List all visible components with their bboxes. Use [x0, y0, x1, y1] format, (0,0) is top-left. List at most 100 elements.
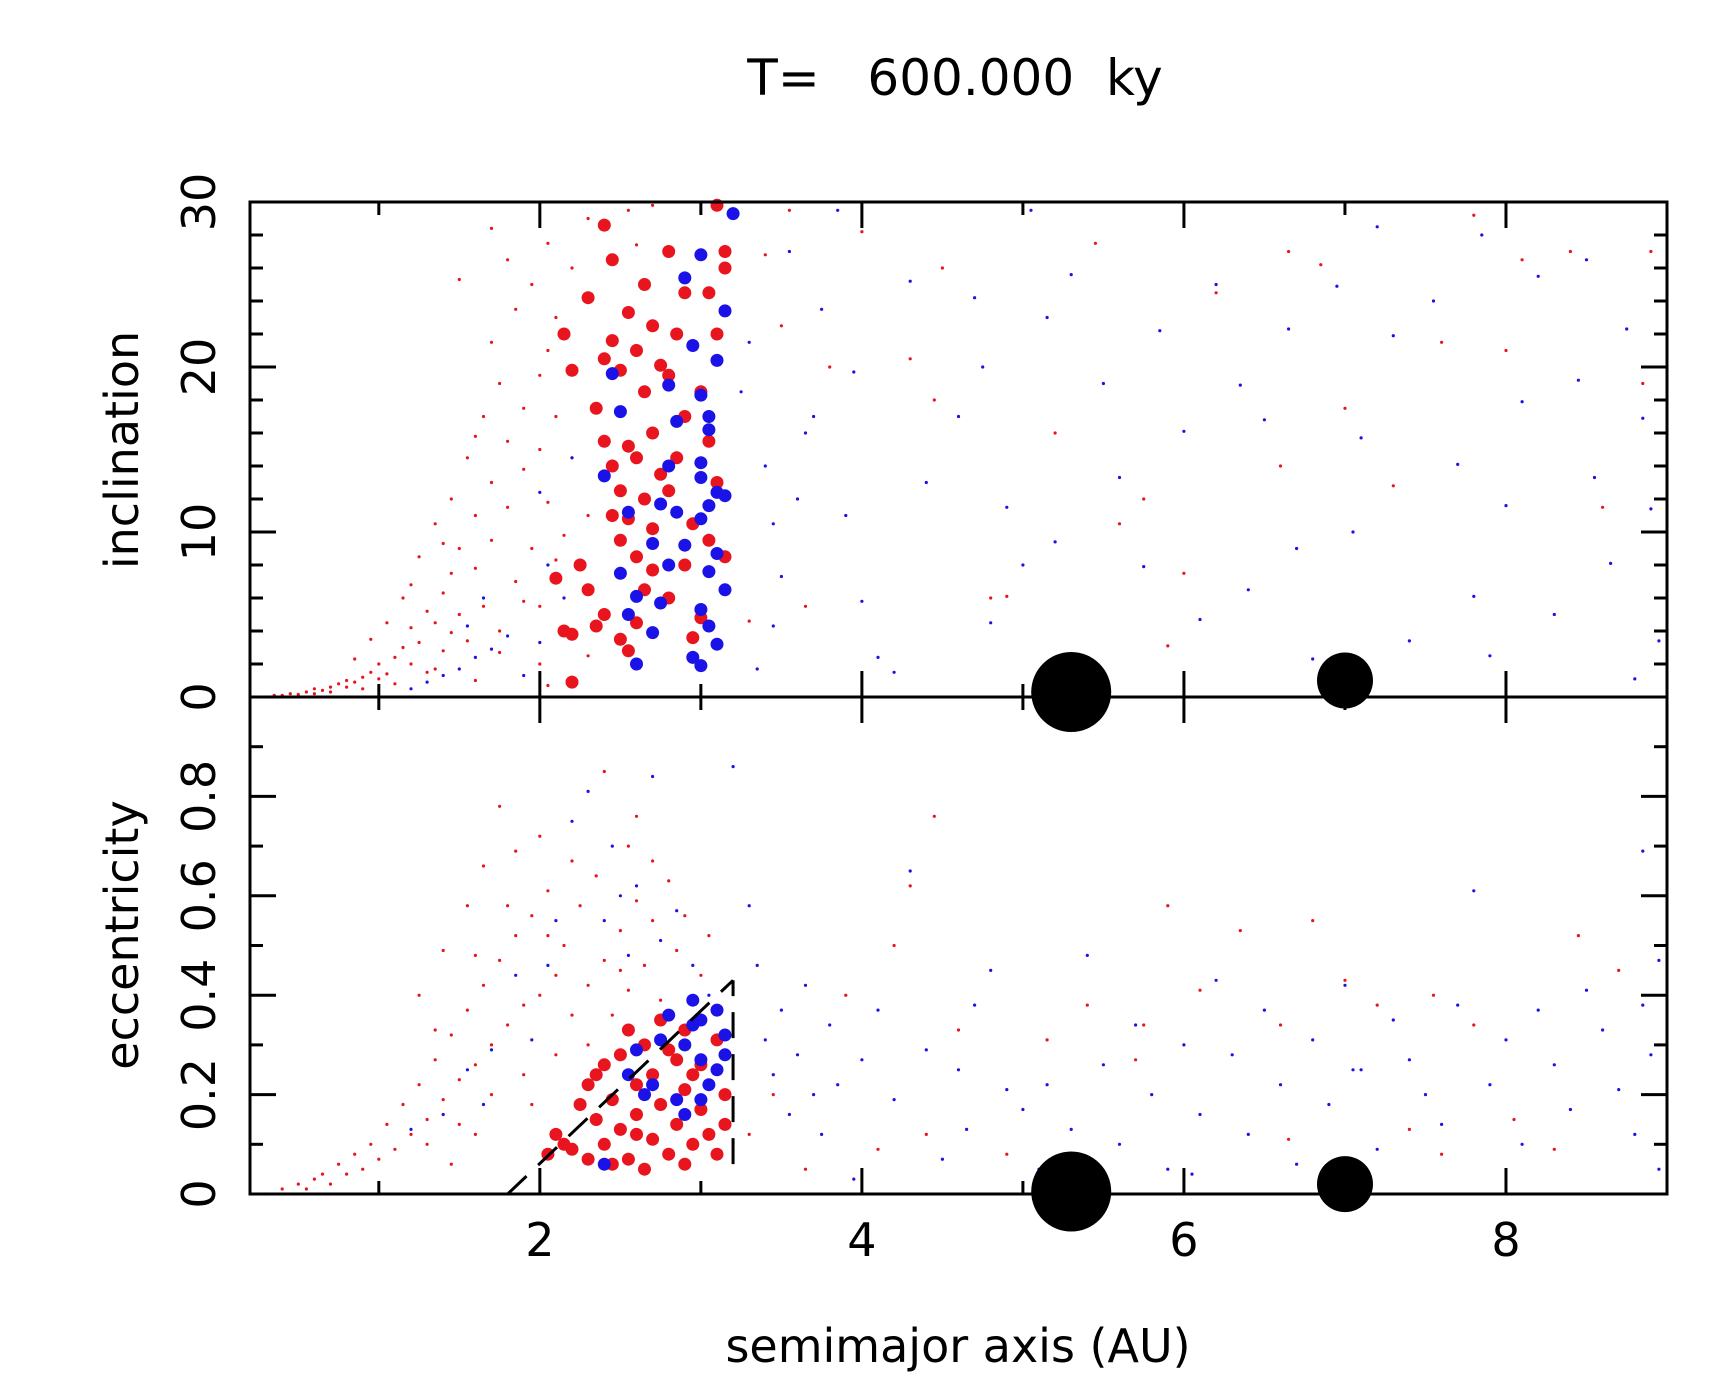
top-blue-small-point [755, 667, 759, 671]
top-red-large-point [589, 619, 603, 633]
top-red-small-point [747, 619, 751, 623]
top-red-small-point [304, 690, 308, 694]
bottom-blue-small-point [795, 1053, 800, 1057]
bottom-red-small-point [1085, 1003, 1089, 1007]
top-red-large-point [613, 484, 627, 498]
top-red-small-point [860, 230, 864, 234]
bottom-blue-small-point [852, 1177, 856, 1181]
bottom-blue-small-point [1101, 1063, 1105, 1067]
bottom-blue-small-point [1536, 1008, 1540, 1012]
bottom-blue-large-point [630, 1043, 643, 1057]
bottom-red-small-point [425, 1117, 429, 1122]
top-red-large-point [678, 558, 692, 572]
top-blue-small-point [739, 390, 743, 394]
bottom-red-large-point [638, 1162, 651, 1176]
top-blue-small-point [1158, 329, 1162, 333]
bottom-red-small-point [892, 943, 896, 948]
top-blue-large-point [702, 565, 716, 579]
bottom-blue-large-point [654, 1033, 668, 1047]
top-blue-large-point [630, 589, 643, 603]
top-blue-large-point [726, 207, 740, 221]
bottom-red-small-point [1552, 1147, 1556, 1151]
top-red-small-point [562, 533, 566, 537]
bottom-red-small-point [1617, 968, 1621, 973]
top-red-small-point [940, 266, 945, 270]
bottom-blue-small-point [973, 1003, 977, 1007]
top-red-small-point [457, 612, 461, 617]
top-blue-small-point [844, 513, 848, 518]
bottom-blue-small-point [1311, 1038, 1315, 1042]
top-red-small-point [1472, 213, 1476, 217]
bottom-blue-large-point [694, 1093, 708, 1107]
top-y-axis-label: inclination [95, 331, 149, 569]
top-blue-large-point [654, 497, 668, 511]
bottom-red-large-point [613, 1122, 627, 1136]
bottom-red-small-point [683, 914, 687, 918]
top-red-small-point [554, 414, 558, 419]
bottom-red-large-point [589, 1068, 603, 1082]
top-blue-small-point [1472, 594, 1476, 599]
bottom-blue-small-point [602, 919, 606, 923]
bottom-blue-small-point [1295, 1162, 1299, 1166]
top-blue-large-point [621, 608, 635, 621]
top-red-large-point [702, 533, 716, 547]
bottom-red-large-point [630, 1108, 643, 1121]
top-blue-small-point [1649, 507, 1653, 511]
bottom-red-large-point [686, 1137, 700, 1151]
top-blue-large-point [597, 469, 611, 483]
bottom-red-small-point [449, 1162, 453, 1166]
top-red-small-point [417, 555, 421, 559]
bottom-blue-small-point [956, 1068, 961, 1072]
top-red-small-point [481, 414, 486, 419]
top-blue-small-point [1633, 677, 1637, 681]
bottom-red-small-point [401, 1102, 405, 1107]
bottom-blue-small-point [771, 1073, 775, 1077]
top-red-large-point [621, 439, 635, 453]
top-blue-small-point [779, 574, 784, 579]
top-red-small-point [393, 682, 397, 686]
top-blue-small-point [1488, 654, 1492, 658]
bottom-blue-small-point [1649, 1053, 1653, 1057]
bottom-blue-large-point [597, 1157, 611, 1171]
top-red-large-point [605, 509, 619, 522]
top-red-large-point [662, 484, 676, 498]
bottom-blue-small-point [1488, 1083, 1492, 1087]
top-blue-small-point [908, 279, 912, 283]
bottom-blue-small-point [836, 1083, 840, 1087]
top-red-large-point [638, 492, 651, 506]
bottom-red-small-point [554, 973, 558, 977]
x-tick-label: 6 [1169, 1213, 1198, 1267]
bottom-red-small-point [312, 1177, 316, 1181]
bottom-red-small-point [634, 814, 639, 818]
bottom-red-small-point [457, 1078, 461, 1082]
bottom-blue-small-point [1343, 983, 1347, 987]
top-blue-large-point [694, 512, 708, 526]
top-blue-small-point [546, 563, 550, 567]
bottom-red-large-point [565, 1142, 579, 1156]
bottom-red-small-point [1512, 1117, 1516, 1122]
bottom-blue-small-point [1278, 1083, 1283, 1087]
bottom-y-tick-label: 0.6 [172, 859, 226, 932]
top-red-small-point [393, 655, 397, 660]
bottom-red-large-point [678, 1157, 692, 1171]
bottom-red-large-point [662, 1043, 676, 1057]
bottom-red-small-point [353, 1152, 357, 1156]
top-red-small-point [908, 357, 912, 361]
bottom-red-small-point [481, 864, 486, 868]
bottom-red-small-point [602, 769, 606, 774]
bottom-red-small-point [506, 904, 510, 908]
bottom-red-small-point [642, 963, 647, 968]
top-blue-small-point [538, 640, 542, 645]
bottom-red-small-point [1431, 993, 1436, 997]
top-red-small-point [1520, 258, 1524, 262]
top-red-large-point [589, 401, 603, 415]
top-red-small-point [361, 675, 365, 679]
top-red-small-point [763, 253, 767, 257]
top-red-small-point [787, 208, 792, 212]
bottom-blue-small-point [489, 1048, 494, 1052]
bottom-blue-large-point [638, 1088, 651, 1102]
top-red-small-point [489, 340, 494, 344]
bottom-red-small-point [554, 1053, 558, 1057]
bottom-blue-small-point [546, 963, 550, 968]
top-blue-small-point [1391, 334, 1395, 338]
